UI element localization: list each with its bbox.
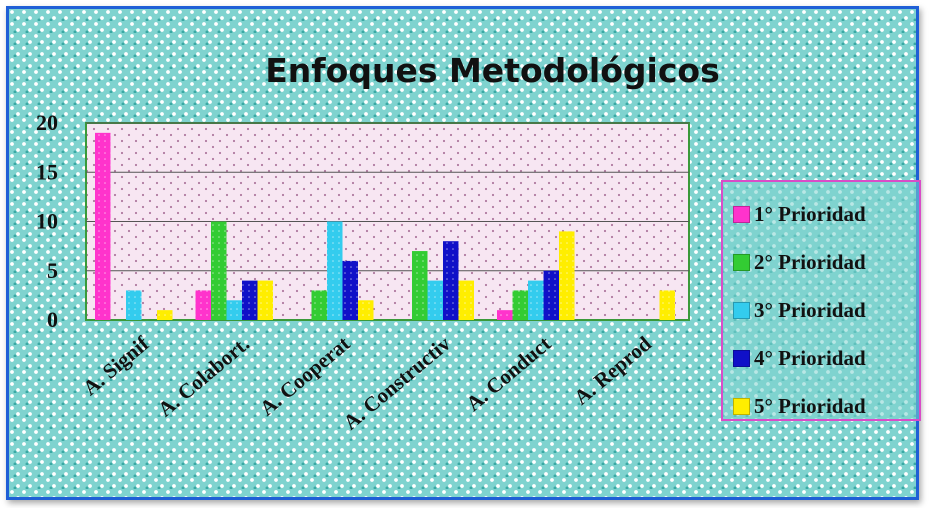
bar-texture xyxy=(211,221,227,320)
bars xyxy=(95,132,675,320)
legend-item: 3° Prioridad xyxy=(733,286,919,334)
bar-texture xyxy=(427,280,443,320)
y-axis-ticks: 0 5 10 15 20 xyxy=(36,110,58,332)
legend-item: 1° Prioridad xyxy=(733,190,919,238)
bar-texture xyxy=(458,280,474,320)
x-tick-label: A. Conduct xyxy=(461,331,555,415)
x-tick-label: A. Signif xyxy=(78,331,154,400)
bar-texture xyxy=(659,290,675,320)
bar-texture xyxy=(311,290,327,320)
bar-texture xyxy=(95,132,111,320)
bar-texture xyxy=(242,280,258,320)
bar-texture xyxy=(512,290,528,320)
bar-texture xyxy=(543,270,559,320)
y-tick-label: 0 xyxy=(47,307,58,332)
legend-label: 2° Prioridad xyxy=(754,249,866,274)
bar-texture xyxy=(157,310,173,320)
x-tick-label: A. Cooperat xyxy=(255,331,354,420)
legend-item: 5° Prioridad xyxy=(733,382,919,430)
legend-swatch xyxy=(733,301,750,319)
legend-item: 4° Prioridad xyxy=(733,334,919,382)
bar-texture xyxy=(559,231,575,320)
legend: 1° Prioridad 2° Prioridad 3° Prioridad 4° P… xyxy=(721,180,921,421)
y-tick-label: 5 xyxy=(47,258,58,283)
x-tick-label: A. Reprod xyxy=(569,331,656,409)
x-tick-label: A. Colabort. xyxy=(153,331,254,421)
bar-texture xyxy=(528,280,544,320)
legend-label: 4° Prioridad xyxy=(754,345,866,370)
legend-label: 3° Prioridad xyxy=(754,297,866,322)
bar-texture xyxy=(226,300,242,320)
gridlines xyxy=(86,122,689,272)
bar-texture xyxy=(257,280,273,320)
legend-item: 2° Prioridad xyxy=(733,238,919,286)
y-tick-label: 20 xyxy=(36,110,58,135)
bar-texture xyxy=(497,310,513,320)
bar-texture xyxy=(358,300,374,320)
bar-texture xyxy=(327,221,343,320)
bar-texture xyxy=(443,241,459,320)
legend-swatch xyxy=(733,205,750,223)
y-tick-label: 15 xyxy=(36,159,58,184)
bar-texture xyxy=(342,260,358,320)
bar-texture xyxy=(195,290,211,320)
x-tick-label: A. Constructiv xyxy=(339,331,456,434)
bar-texture xyxy=(126,290,142,320)
legend-swatch xyxy=(733,349,750,367)
bar-texture xyxy=(412,251,428,320)
y-tick-label: 10 xyxy=(36,209,58,234)
legend-swatch xyxy=(733,397,750,415)
legend-swatch xyxy=(733,253,750,271)
legend-label: 5° Prioridad xyxy=(754,393,866,418)
chart-title: Enfoques Metodológicos xyxy=(265,51,720,90)
legend-label: 1° Prioridad xyxy=(754,201,866,226)
